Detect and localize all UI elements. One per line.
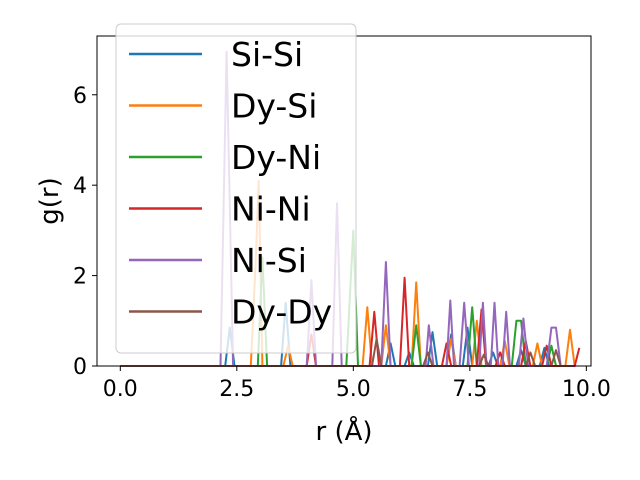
y-tick-label: 6 [73,84,87,109]
legend-entry-label: Ni-Si [231,241,307,280]
y-tick-label: 0 [73,355,87,380]
legend-entry-label: Dy-Si [231,87,317,126]
y-tick-label: 2 [73,265,87,290]
x-axis-label: r (Å) [315,415,372,447]
x-tick-label: 0.0 [103,377,138,402]
legend-entry-label: Ni-Ni [231,190,311,229]
x-tick-label: 10.0 [562,377,611,402]
y-axis-label: g(r) [35,177,65,224]
legend-entry-label: Dy-Dy [231,293,332,332]
x-tick-label: 5.0 [336,377,371,402]
series-line-dy-dy [120,337,573,367]
legend: Si-Si Dy-Si Dy-Ni Ni-Ni Ni-Si Dy-Dy [115,23,357,354]
legend-entry-label: Dy-Ni [231,138,321,177]
x-axis-ticks: 0.0 2.5 5.0 7.5 10.0 [103,366,611,402]
legend-entry-label: Si-Si [231,35,303,74]
x-tick-label: 2.5 [219,377,254,402]
x-tick-label: 7.5 [452,377,487,402]
y-axis-ticks: 0 2 4 6 [73,84,97,380]
y-tick-label: 4 [73,174,87,199]
